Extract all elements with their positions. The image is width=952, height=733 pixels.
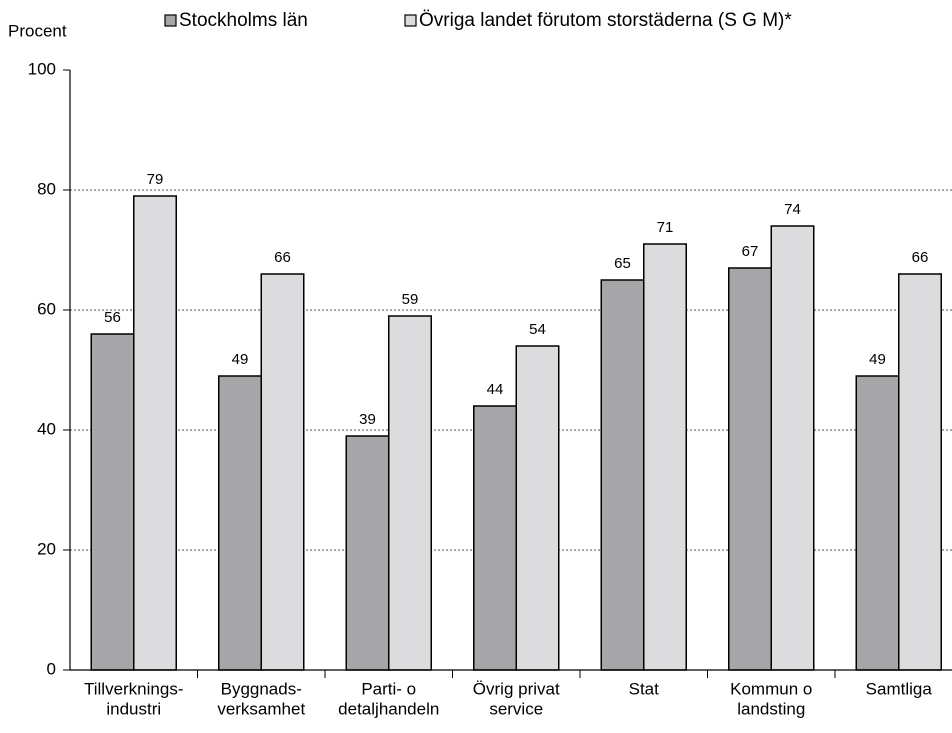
value-label: 71 — [657, 219, 674, 236]
x-tick-label: service — [489, 699, 543, 718]
x-tick-label: landsting — [737, 699, 805, 718]
x-tick-label: verksamhet — [217, 699, 305, 718]
value-label: 65 — [614, 255, 631, 272]
bar — [643, 243, 687, 671]
value-label: 39 — [359, 411, 376, 428]
value-label: 54 — [529, 321, 546, 338]
bar — [898, 273, 942, 671]
bar — [473, 405, 517, 671]
value-label: 59 — [402, 291, 419, 308]
x-tick-label: industri — [106, 699, 161, 718]
value-label: 56 — [104, 309, 121, 326]
bar — [218, 375, 262, 671]
bar — [770, 225, 815, 671]
bar — [260, 273, 305, 671]
x-tick-label: detaljhandeln — [338, 699, 439, 718]
legend-label: Stockholms län — [179, 10, 308, 31]
bar — [600, 279, 645, 671]
legend-swatch — [164, 14, 177, 27]
x-tick-label: Parti- o — [361, 679, 416, 698]
y-tick-label: 40 — [37, 419, 56, 438]
bar — [133, 195, 177, 671]
x-tick-label: Samtliga — [866, 679, 933, 698]
y-tick-label: 100 — [28, 59, 56, 78]
y-tick-label: 0 — [47, 659, 56, 678]
y-axis-label: Procent — [8, 21, 67, 40]
bar — [345, 435, 390, 671]
bar — [515, 345, 560, 671]
bar — [388, 315, 432, 671]
value-label: 49 — [869, 351, 886, 368]
y-tick-label: 80 — [37, 179, 56, 198]
x-tick-label: Tillverknings- — [84, 679, 184, 698]
x-tick-label: Övrig privat — [473, 679, 560, 698]
x-tick-label: Stat — [629, 679, 660, 698]
value-label: 74 — [784, 201, 801, 218]
value-label: 79 — [147, 171, 164, 188]
value-label: 44 — [487, 381, 504, 398]
value-label: 66 — [912, 249, 929, 266]
legend-swatch — [404, 14, 417, 27]
bar — [90, 333, 135, 671]
y-tick-label: 60 — [37, 299, 56, 318]
value-label: 66 — [274, 249, 291, 266]
bar — [728, 267, 772, 671]
value-label: 49 — [232, 351, 249, 368]
y-tick-label: 20 — [37, 539, 56, 558]
x-tick-label: Kommun o — [730, 679, 812, 698]
x-tick-label: Byggnads- — [221, 679, 302, 698]
bar — [855, 375, 900, 671]
legend-label: Övriga landet förutom storstäderna (S G … — [419, 10, 792, 31]
value-label: 67 — [742, 243, 759, 260]
